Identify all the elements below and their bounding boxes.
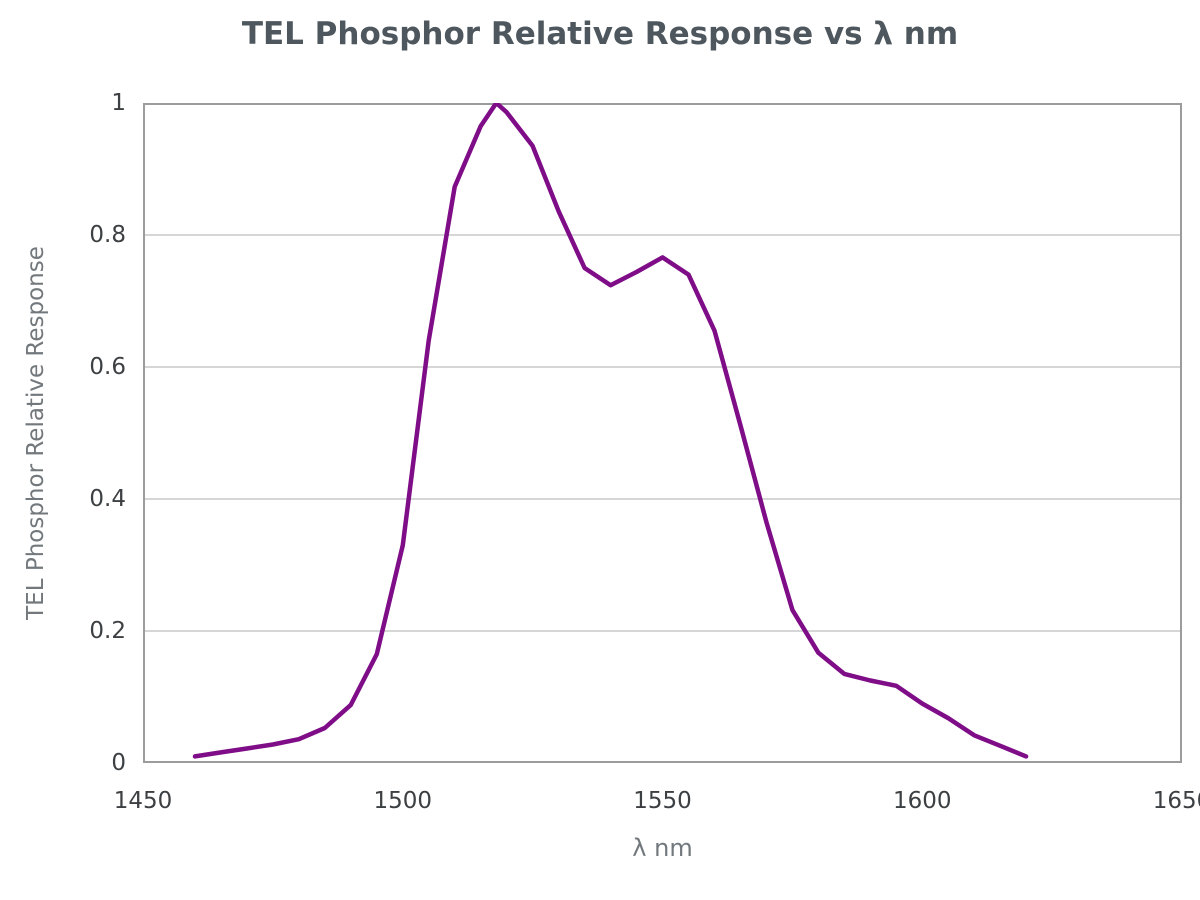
y-axis-tick-label: 0 xyxy=(111,750,126,776)
x-axis-tick-label: 1450 xyxy=(113,788,173,814)
x-axis-title: λ nm xyxy=(632,834,693,862)
x-axis-tick-label: 1550 xyxy=(633,788,692,814)
y-axis-tick-label: 0.6 xyxy=(89,354,126,380)
y-axis-tick-label: 0.8 xyxy=(89,222,126,248)
y-axis-title-wrap: TEL Phosphor Relative Response xyxy=(8,103,64,763)
y-axis-tick-label: 0.4 xyxy=(89,486,126,512)
y-axis-tick-label: 1 xyxy=(111,90,126,116)
series-line xyxy=(192,100,1029,759)
y-axis-title: TEL Phosphor Relative Response xyxy=(23,246,49,620)
x-axis-tick-label: 1650 xyxy=(1152,788,1200,814)
plot-area xyxy=(143,100,1182,763)
x-axis-tick-label: 1600 xyxy=(892,788,952,814)
y-axis-tick-label: 0.2 xyxy=(89,618,126,644)
line-plot-canvas xyxy=(143,100,1182,763)
plot-border xyxy=(143,103,1182,763)
chart-title: TEL Phosphor Relative Response vs λ nm xyxy=(241,16,959,52)
x-axis-tick-label: 1500 xyxy=(373,788,433,814)
